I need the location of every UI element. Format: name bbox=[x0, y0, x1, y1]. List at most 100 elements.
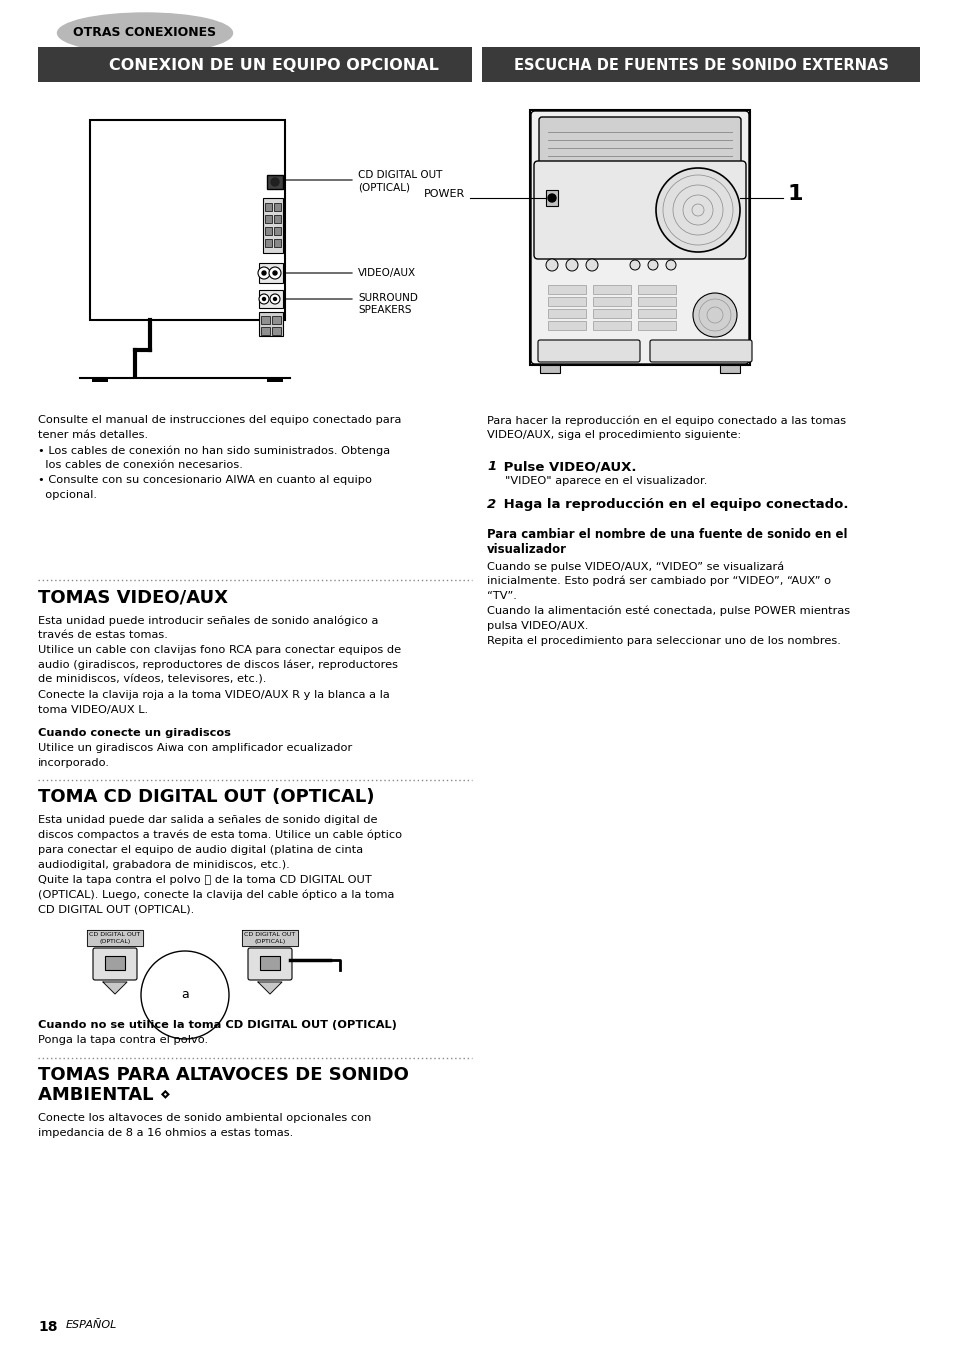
Text: Utilice un cable con clavijas fono RCA para conectar equipos de: Utilice un cable con clavijas fono RCA p… bbox=[38, 646, 400, 655]
Text: incorporado.: incorporado. bbox=[38, 759, 110, 768]
Text: Conecte los altavoces de sonido ambiental opcionales con: Conecte los altavoces de sonido ambienta… bbox=[38, 1114, 371, 1123]
Bar bbox=[90, 120, 285, 320]
Text: SURROUND
SPEAKERS: SURROUND SPEAKERS bbox=[357, 293, 417, 315]
Circle shape bbox=[269, 268, 281, 278]
Bar bbox=[263, 198, 283, 253]
Text: discos compactos a través de esta toma. Utilice un cable óptico: discos compactos a través de esta toma. … bbox=[38, 830, 402, 841]
Text: VIDEO/AUX, siga el procedimiento siguiente:: VIDEO/AUX, siga el procedimiento siguien… bbox=[486, 430, 740, 440]
Text: "VIDEO" aparece en el visualizador.: "VIDEO" aparece en el visualizador. bbox=[504, 476, 706, 486]
Bar bbox=[38, 47, 472, 82]
Text: visualizador: visualizador bbox=[486, 543, 566, 555]
Polygon shape bbox=[103, 982, 127, 994]
Bar bbox=[267, 175, 283, 190]
Circle shape bbox=[682, 195, 712, 225]
Bar bbox=[481, 47, 919, 82]
FancyBboxPatch shape bbox=[649, 340, 751, 362]
Bar bbox=[593, 297, 630, 307]
Text: Utilice un giradiscos Aiwa con amplificador ecualizador: Utilice un giradiscos Aiwa con amplifica… bbox=[38, 742, 352, 753]
Text: 1: 1 bbox=[787, 184, 802, 204]
Circle shape bbox=[629, 260, 639, 270]
Circle shape bbox=[545, 260, 558, 270]
Bar bbox=[530, 110, 749, 364]
Bar bbox=[260, 956, 280, 970]
Text: Cuando la alimentación esté conectada, pulse POWER mientras: Cuando la alimentación esté conectada, p… bbox=[486, 607, 849, 616]
FancyBboxPatch shape bbox=[92, 948, 137, 981]
Bar bbox=[720, 364, 740, 373]
Text: “TV”.: “TV”. bbox=[486, 590, 517, 601]
Circle shape bbox=[699, 299, 730, 331]
Polygon shape bbox=[257, 982, 282, 994]
Text: 1: 1 bbox=[486, 460, 496, 473]
Text: audiodigital, grabadora de minidiscos, etc.).: audiodigital, grabadora de minidiscos, e… bbox=[38, 859, 290, 870]
Circle shape bbox=[662, 175, 732, 245]
Circle shape bbox=[270, 295, 280, 304]
Circle shape bbox=[258, 295, 269, 304]
Circle shape bbox=[692, 293, 737, 338]
FancyBboxPatch shape bbox=[537, 340, 639, 362]
Bar bbox=[545, 190, 558, 206]
Text: (OPTICAL). Luego, conecte la clavija del cable óptico a la toma: (OPTICAL). Luego, conecte la clavija del… bbox=[38, 890, 394, 901]
Bar bbox=[638, 321, 676, 330]
Text: 18: 18 bbox=[38, 1319, 57, 1334]
Text: CD DIGITAL OUT: CD DIGITAL OUT bbox=[244, 932, 295, 936]
Bar bbox=[265, 227, 272, 235]
Circle shape bbox=[656, 168, 740, 252]
Bar bbox=[547, 309, 585, 317]
Circle shape bbox=[691, 204, 703, 217]
Bar bbox=[265, 239, 272, 247]
Text: CONEXION DE UN EQUIPO OPCIONAL: CONEXION DE UN EQUIPO OPCIONAL bbox=[109, 58, 438, 73]
Text: toma VIDEO/AUX L.: toma VIDEO/AUX L. bbox=[38, 705, 148, 716]
Bar bbox=[638, 297, 676, 307]
Text: Para hacer la reproducción en el equipo conectado a las tomas: Para hacer la reproducción en el equipo … bbox=[486, 416, 845, 425]
Text: Cuando se pulse VIDEO/AUX, “VIDEO” se visualizará: Cuando se pulse VIDEO/AUX, “VIDEO” se vi… bbox=[486, 561, 783, 572]
Bar bbox=[547, 285, 585, 295]
Bar bbox=[547, 321, 585, 330]
FancyBboxPatch shape bbox=[538, 117, 740, 168]
Circle shape bbox=[706, 307, 722, 323]
Circle shape bbox=[672, 186, 722, 235]
Text: Para cambiar el nombre de una fuente de sonido en el: Para cambiar el nombre de una fuente de … bbox=[486, 529, 846, 541]
Text: (OPTICAL): (OPTICAL) bbox=[254, 939, 285, 943]
Bar bbox=[539, 364, 559, 373]
FancyBboxPatch shape bbox=[534, 161, 745, 260]
Text: CD DIGITAL OUT: CD DIGITAL OUT bbox=[90, 932, 140, 936]
Bar bbox=[272, 316, 281, 324]
Bar bbox=[547, 297, 585, 307]
Circle shape bbox=[262, 297, 265, 300]
Text: de minidiscos, vídeos, televisores, etc.).: de minidiscos, vídeos, televisores, etc.… bbox=[38, 675, 266, 685]
Bar bbox=[274, 203, 281, 211]
Text: TOMAS VIDEO/AUX: TOMAS VIDEO/AUX bbox=[38, 588, 228, 607]
Circle shape bbox=[647, 260, 658, 270]
Text: Haga la reproducción en el equipo conectado.: Haga la reproducción en el equipo conect… bbox=[498, 498, 847, 511]
Text: tener más detalles.: tener más detalles. bbox=[38, 430, 148, 440]
Bar bbox=[593, 321, 630, 330]
Bar bbox=[91, 378, 108, 382]
Text: inicialmente. Esto podrá ser cambiado por “VIDEO”, “AUX” o: inicialmente. Esto podrá ser cambiado po… bbox=[486, 576, 830, 586]
Bar bbox=[258, 291, 283, 308]
Text: POWER: POWER bbox=[423, 190, 464, 199]
Text: opcional.: opcional. bbox=[38, 490, 97, 500]
Bar bbox=[272, 327, 281, 335]
Text: TOMAS PARA ALTAVOCES DE SONIDO: TOMAS PARA ALTAVOCES DE SONIDO bbox=[38, 1067, 409, 1084]
Text: ESCUCHA DE FUENTES DE SONIDO EXTERNAS: ESCUCHA DE FUENTES DE SONIDO EXTERNAS bbox=[513, 58, 887, 73]
Circle shape bbox=[665, 260, 676, 270]
Bar bbox=[593, 285, 630, 295]
Text: Conecte la clavija roja a la toma VIDEO/AUX R y la blanca a la: Conecte la clavija roja a la toma VIDEO/… bbox=[38, 690, 390, 699]
Polygon shape bbox=[87, 929, 143, 946]
Polygon shape bbox=[242, 929, 297, 946]
Circle shape bbox=[547, 194, 556, 202]
Text: AMBIENTAL ⋄: AMBIENTAL ⋄ bbox=[38, 1085, 171, 1104]
Text: Cuando conecte un giradiscos: Cuando conecte un giradiscos bbox=[38, 728, 231, 738]
Text: OTRAS CONEXIONES: OTRAS CONEXIONES bbox=[73, 27, 216, 39]
Text: Cuando no se utilice la toma CD DIGITAL OUT (OPTICAL): Cuando no se utilice la toma CD DIGITAL … bbox=[38, 1020, 396, 1030]
Text: Ponga la tapa contra el polvo.: Ponga la tapa contra el polvo. bbox=[38, 1036, 208, 1045]
Bar bbox=[274, 239, 281, 247]
Text: Esta unidad puede dar salida a señales de sonido digital de: Esta unidad puede dar salida a señales d… bbox=[38, 815, 377, 824]
Circle shape bbox=[271, 178, 278, 186]
Text: Esta unidad puede introducir señales de sonido analógico a: Esta unidad puede introducir señales de … bbox=[38, 615, 378, 625]
Circle shape bbox=[257, 268, 270, 278]
Text: Pulse VIDEO/AUX.: Pulse VIDEO/AUX. bbox=[498, 460, 636, 473]
Bar bbox=[258, 264, 283, 282]
Bar bbox=[638, 285, 676, 295]
Text: TOMA CD DIGITAL OUT (OPTICAL): TOMA CD DIGITAL OUT (OPTICAL) bbox=[38, 788, 375, 806]
